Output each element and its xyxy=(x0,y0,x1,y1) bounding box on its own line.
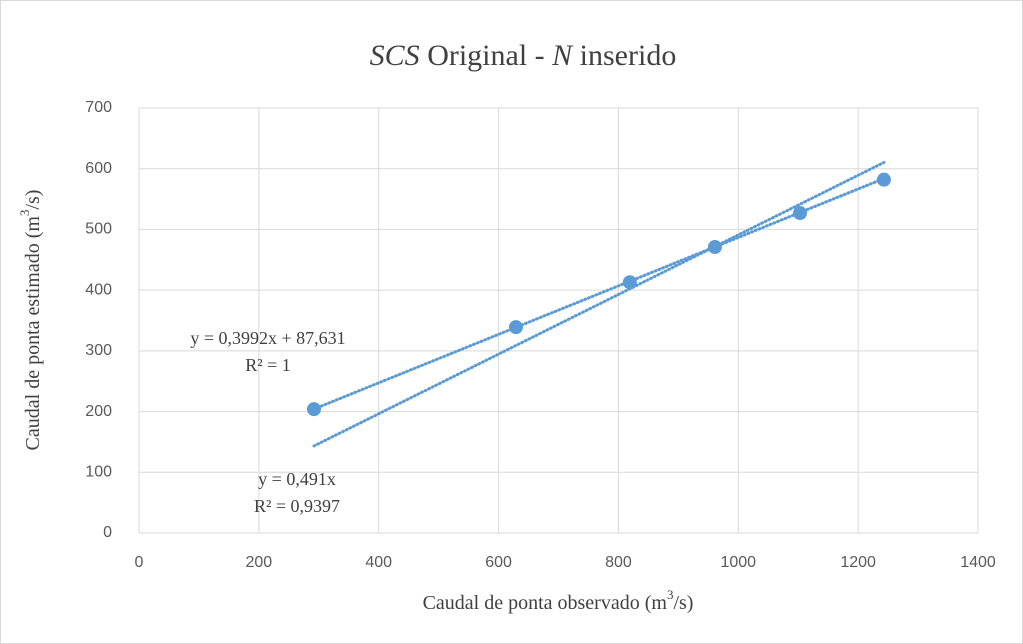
x-tick-label: 1400 xyxy=(960,554,996,571)
trendline xyxy=(312,177,886,411)
y-tick-label: 200 xyxy=(85,403,112,420)
point xyxy=(707,240,722,255)
point xyxy=(793,206,808,221)
trendline-r2: R² = 1 xyxy=(245,355,291,375)
y-tick-label: 0 xyxy=(103,524,112,541)
y-tick-label: 400 xyxy=(85,281,112,298)
x-tick-label: 1000 xyxy=(720,554,756,571)
trendline-equation: y = 0,491x xyxy=(258,469,336,489)
trendline-r2: R² = 0,9397 xyxy=(254,496,340,516)
y-tick-label: 600 xyxy=(85,160,112,177)
title-part: Original - xyxy=(420,39,552,72)
trendline xyxy=(312,160,886,448)
point xyxy=(876,172,891,187)
chart-title: SCS Original - N inserido xyxy=(370,39,677,72)
x-label-part: /s) xyxy=(673,592,693,614)
y-label-part: 3 xyxy=(17,210,32,217)
point xyxy=(622,275,637,290)
y-tick-label: 500 xyxy=(85,221,112,238)
x-tick-label: 400 xyxy=(365,554,392,571)
trendline-equation: y = 0,3992x + 87,631 xyxy=(190,328,345,348)
title-part: inserido xyxy=(572,39,676,72)
y-tick-label: 700 xyxy=(85,99,112,116)
x-tick-label: 1200 xyxy=(840,554,876,571)
x-axis-label: Caudal de ponta observado (m3/s) xyxy=(423,587,694,614)
title-part: N xyxy=(551,39,574,72)
x-label-part: 3 xyxy=(667,587,674,602)
x-tick-label: 800 xyxy=(605,554,632,571)
point xyxy=(508,320,523,335)
y-label-part: /s) xyxy=(22,190,44,210)
x-tick-label: 600 xyxy=(485,554,512,571)
title-part: SCS xyxy=(370,39,420,72)
x-tick-label: 200 xyxy=(246,554,273,571)
y-tick-label: 300 xyxy=(85,342,112,359)
x-label-part: Caudal de ponta observado (m xyxy=(423,592,668,614)
y-tick-label: 100 xyxy=(85,464,112,481)
y-label-part: Caudal de ponta estimado (m xyxy=(22,216,44,451)
point xyxy=(306,402,321,417)
y-axis-label: Caudal de ponta estimado (m3/s) xyxy=(17,190,44,451)
x-tick-label: 0 xyxy=(135,554,144,571)
